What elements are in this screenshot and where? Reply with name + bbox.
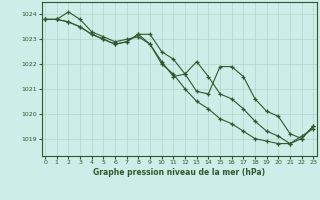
X-axis label: Graphe pression niveau de la mer (hPa): Graphe pression niveau de la mer (hPa) xyxy=(93,168,265,177)
